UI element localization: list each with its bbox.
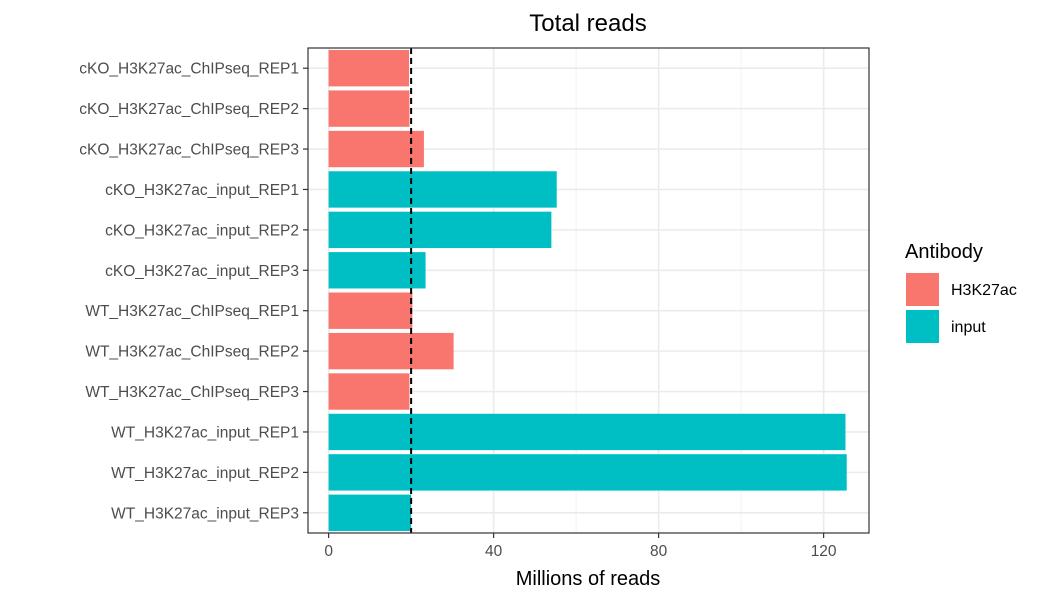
bar: [328, 211, 552, 249]
plot-area: cKO_H3K27ac_ChIPseq_REP1 cKO_H3K27ac_ChIP…: [79, 47, 870, 560]
y-tick-label: WT_H3K27ac_input_REP1: [111, 424, 299, 441]
y-tick-label: cKO_H3K27ac_ChIPseq_REP1: [79, 61, 299, 78]
bar: [328, 130, 424, 168]
bar: [328, 454, 847, 491]
legend-label: H3K27ac: [951, 282, 1017, 299]
y-tick-label: cKO_H3K27ac_input_REP3: [105, 263, 299, 280]
chart-title: Total reads: [529, 10, 646, 37]
bar: [328, 252, 426, 289]
legend-label: input: [951, 319, 986, 336]
legend: Antibody H3K27ac input: [905, 241, 1017, 343]
y-tick-label: WT_H3K27ac_input_REP2: [111, 465, 299, 482]
legend-key: [906, 273, 939, 306]
bar: [328, 494, 412, 531]
x-tick-label: 120: [811, 543, 837, 560]
legend-key: [906, 310, 939, 343]
bar: [328, 332, 454, 370]
x-tick-label: 0: [324, 543, 333, 560]
bar: [328, 50, 410, 87]
y-tick-label: cKO_H3K27ac_input_REP2: [105, 222, 299, 239]
bar: [328, 413, 846, 451]
y-tick-label: WT_H3K27ac_ChIPseq_REP2: [85, 344, 299, 361]
y-tick-label: cKO_H3K27ac_ChIPseq_REP3: [79, 142, 299, 159]
panel-border: [307, 47, 870, 534]
y-tick-label: WT_H3K27ac_input_REP3: [111, 505, 299, 522]
bar: [328, 90, 410, 127]
bar: [328, 292, 413, 329]
legend-title: Antibody: [905, 241, 983, 263]
y-tick-label: cKO_H3K27ac_input_REP1: [105, 182, 299, 199]
y-tick-label: WT_H3K27ac_ChIPseq_REP1: [85, 303, 299, 320]
y-tick-label: cKO_H3K27ac_ChIPseq_REP2: [79, 101, 299, 118]
panel-background: [308, 48, 869, 533]
x-tick-label: 40: [485, 543, 503, 560]
x-tick-label: 80: [650, 543, 668, 560]
y-tick-label: WT_H3K27ac_ChIPseq_REP3: [85, 384, 299, 401]
bar: [328, 373, 410, 410]
bar: [328, 171, 557, 208]
x-axis-title: Millions of reads: [516, 568, 661, 590]
